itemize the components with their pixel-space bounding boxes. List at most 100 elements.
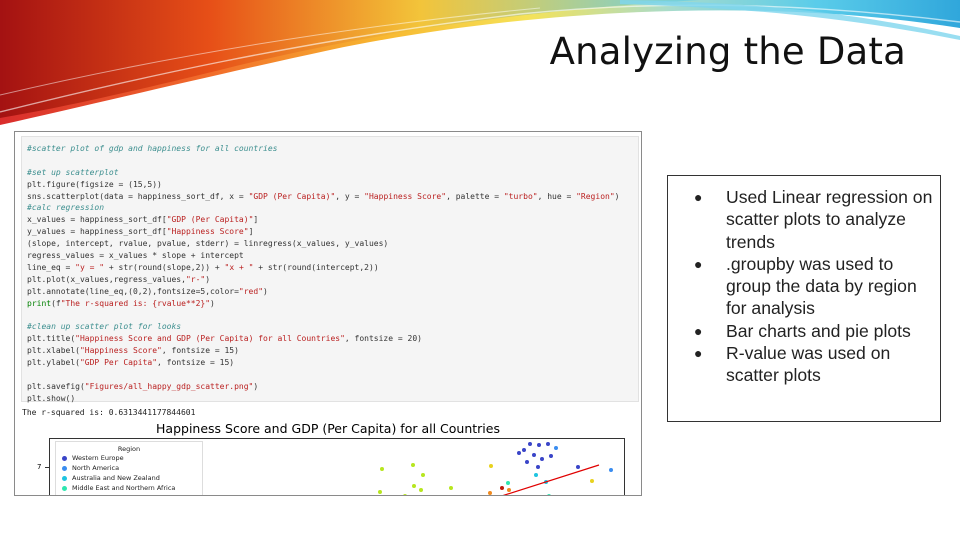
code-token: (slope, intercept, rvalue, pvalue, stder… [27,239,389,249]
code-line: plt.annotate(line_eq,(0,2),fontsize=5,co… [27,286,633,298]
code-token: line_eq = [27,262,76,272]
code-line: #calc regression [27,202,633,214]
bullet-item: ● Used Linear regression on scatter plots… [688,186,936,253]
legend-item: Australia and New Zealand [56,473,202,483]
code-token: plt.plot(x_values,regress_values, [27,274,186,284]
code-token: ) [205,274,211,284]
code-line: plt.figure(figsize = (15,5)) [27,179,633,191]
code-token: "red" [238,286,264,296]
legend-item: Western Europe [56,453,202,463]
slide-title: Analyzing the Data [549,30,906,73]
code-line: plt.title("Happiness Score and GDP (Per … [27,333,633,345]
legend-title: Region [117,445,141,453]
code-token: + str(round(slope,2)) + [104,262,225,272]
code-line: #clean up scatter plot for looks [27,321,633,333]
bullet-text: Bar charts and pie plots [726,320,911,341]
code-token: ) [263,286,268,296]
code-token: , palette = [446,191,504,201]
code-line: sns.scatterplot(data = happiness_sort_df… [27,191,633,203]
scatter-point [419,488,423,492]
code-line: #set up scatterplot [27,167,633,179]
code-line: regress_values = x_values * slope + inte… [27,250,633,262]
scatter-point [525,460,529,464]
code-token: "GDP Per Capita" [79,358,158,368]
code-token: , fontsize = 15) [157,358,235,368]
bullet-dot-icon: ● [694,189,703,205]
code-token: #set up scatterplot [27,167,119,177]
decorative-rainbow-swoosh [0,0,960,125]
code-line: plt.savefig("Figures/all_happy_gdp_scatt… [27,381,633,393]
code-line: x_values = happiness_sort_df["GDP (Per C… [27,214,633,226]
legend-item: Middle East and Northern Africa [56,483,202,493]
regression-line [502,464,600,495]
code-line: (slope, intercept, rvalue, pvalue, stder… [27,238,633,250]
code-token: plt.annotate(line_eq,(0,2),fontsize=5,co… [27,286,239,296]
scatter-point [540,457,544,461]
scatter-point [500,486,504,490]
code-line [27,369,633,381]
code-token: plt.savefig( [27,381,85,391]
code-line: plt.plot(x_values,regress_values,"r-") [27,274,633,286]
scatter-point [378,490,382,494]
code-line: line_eq = "y = " + str(round(slope,2)) +… [27,262,633,274]
scatter-point [421,473,425,477]
scatter-point [506,481,510,485]
legend-marker [62,466,67,471]
scatter-point [522,448,526,452]
bullet-dot-icon: ● [694,322,703,339]
code-token: x_values = happiness_sort_df[ [27,215,167,225]
code-token: regress_values = x_values * slope + inte… [27,251,244,261]
code-token: + str(round(intercept,2)) [253,262,379,272]
code-token: "GDP (Per Capita)" [166,215,254,225]
scatter-point [546,442,550,446]
code-token: "y = " [75,262,105,272]
code-token: , y = [335,191,365,201]
code-token: "Figures/all_happy_gdp_scatter.png" [84,381,254,391]
code-token: "Region" [576,191,615,201]
code-token: "x + " [224,262,254,272]
scatter-point [549,454,553,458]
code-token: (f [51,298,61,308]
scatter-point [537,443,541,447]
notebook-screenshot: #scatter plot of gdp and happiness for a… [14,131,642,496]
code-line [27,155,633,167]
scatter-point [507,488,511,492]
scatter-point [517,451,521,455]
code-token: ) [210,298,215,308]
scatter-point [547,494,551,495]
scatter-point [488,491,492,495]
code-token: sns.scatterplot(data = happiness_sort_df… [27,191,249,201]
scatter-point [403,494,407,495]
code-token: "turbo" [503,191,538,201]
code-token: "Happiness Score" [364,191,447,201]
code-token: y_values = happiness_sort_df[ [27,227,167,237]
bullet-text: Used Linear regression on scatter plots … [726,187,933,252]
bullet-dot-icon: ● [694,255,703,272]
code-line: y_values = happiness_sort_df["Happiness … [27,226,633,238]
plot-title: Happiness Score and GDP (Per Capita) for… [156,421,500,436]
bullet-item: ● Bar charts and pie plots [688,320,936,342]
code-token: plt.ylabel( [27,358,80,368]
code-cell: #scatter plot of gdp and happiness for a… [21,136,639,403]
code-token: "Happiness Score" [79,346,162,356]
code-token: "r-" [185,274,206,284]
code-token: ] [248,227,254,237]
code-line: plt.ylabel("GDP Per Capita", fontsize = … [27,357,633,369]
plot-legend: Region Western Europe North America Austra… [55,441,203,495]
scatter-point [412,484,416,488]
scatter-point [532,453,536,457]
code-token: print [27,298,52,308]
code-token: "GDP (Per Capita)" [248,191,336,201]
cell-output: The r-squared is: 0.6313441177844601 [22,408,196,417]
code-token: #scatter plot of gdp and happiness for a… [27,144,278,153]
code-token: #clean up scatter plot for looks [27,322,182,332]
code-token: plt.xlabel( [27,346,80,356]
scatter-point [445,495,449,496]
legend-label: Western Europe [72,454,124,462]
code-token: plt.show() [27,393,76,403]
code-token: "Happiness Score and GDP (Per Capita) fo… [75,334,345,344]
scatter-point [411,463,415,467]
code-token: "The r-squared is: {rvalue**2}" [60,298,211,308]
scatter-point [536,465,540,469]
legend-label: Australia and New Zealand [72,474,160,482]
